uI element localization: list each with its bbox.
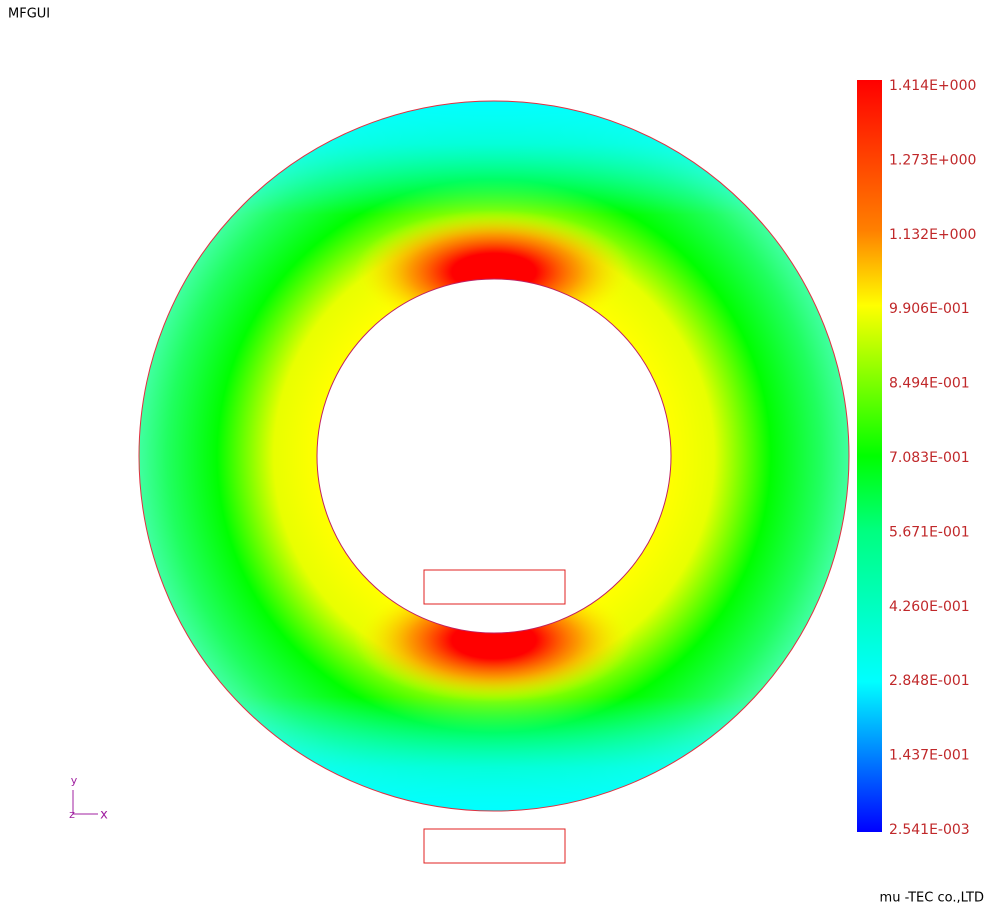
color-bar [857, 80, 882, 832]
axis-y: y [71, 774, 78, 787]
axis-x: x [100, 808, 108, 823]
inner-boundary [316, 278, 672, 634]
legend-label: 1.273E+000 [889, 152, 976, 168]
axis-z: z [69, 808, 75, 821]
legend-label: 2.848E-001 [889, 673, 970, 689]
legend: 1.414E+000 1.273E+000 1.132E+000 9.906E-001… [889, 78, 976, 838]
legend-label: 1.437E-001 [889, 748, 970, 764]
legend-label: 1.132E+000 [889, 227, 976, 243]
legend-label: 9.906E-001 [889, 301, 970, 317]
coil-outline [423, 828, 566, 864]
coil-outline [423, 569, 566, 605]
legend-label: 7.083E-001 [889, 450, 970, 466]
legend-label: 5.671E-001 [889, 524, 970, 540]
legend-label: 2.541E-003 [889, 822, 970, 838]
legend-label: 4.260E-001 [889, 599, 970, 615]
axes-triad [72, 790, 98, 815]
legend-label: 1.414E+000 [889, 78, 976, 94]
outer-boundary [138, 100, 850, 812]
footer: mu -TEC co.,LTD [880, 891, 984, 906]
window-title: MFGUI [8, 7, 50, 22]
legend-label: 8.494E-001 [889, 376, 970, 392]
